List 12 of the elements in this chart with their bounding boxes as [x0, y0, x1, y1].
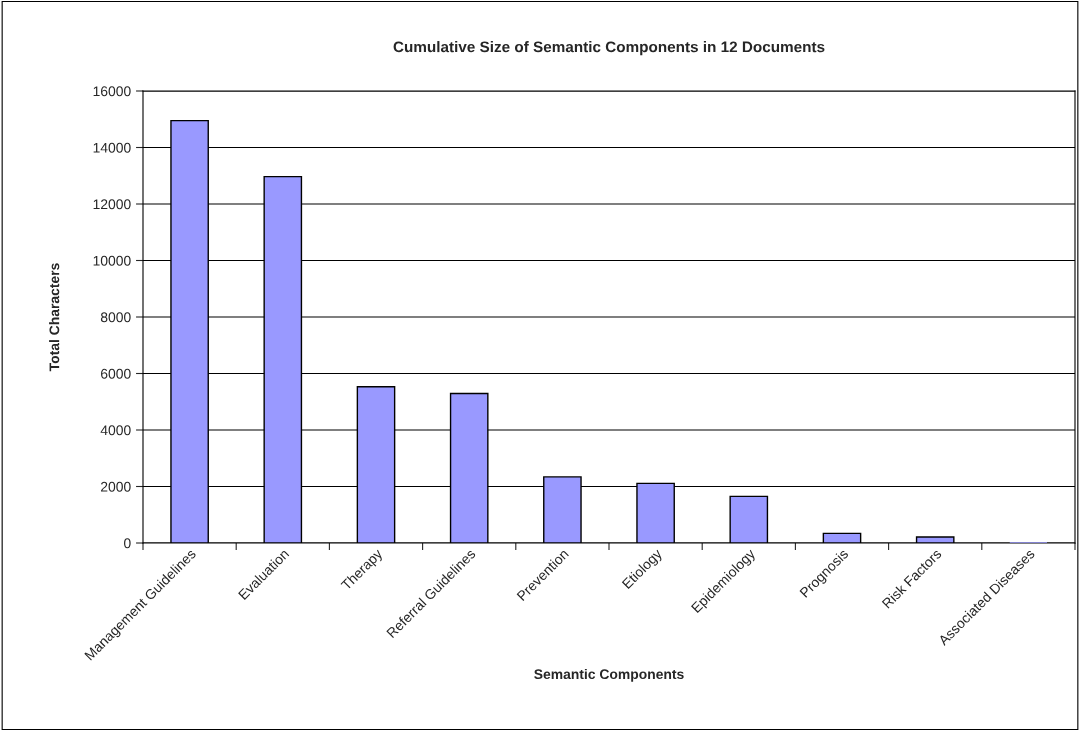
y-tick-label: 8000 [100, 312, 131, 323]
y-axis-title: Total Characters [49, 263, 60, 372]
y-tick-label: 14000 [93, 142, 131, 153]
y-tick-label: 12000 [93, 199, 131, 210]
chart-title: Cumulative Size of Semantic Components in 12 Documents [393, 41, 825, 56]
y-tick-label: 2000 [101, 481, 131, 492]
x-axis-title: Semantic Components [534, 668, 684, 682]
y-tick-label: 6000 [101, 368, 131, 379]
y-tick-label: 10000 [93, 255, 131, 266]
y-tick-label: 4000 [100, 425, 131, 436]
y-tick-label: 16000 [93, 86, 131, 97]
y-tick-label: 0 [124, 538, 131, 549]
